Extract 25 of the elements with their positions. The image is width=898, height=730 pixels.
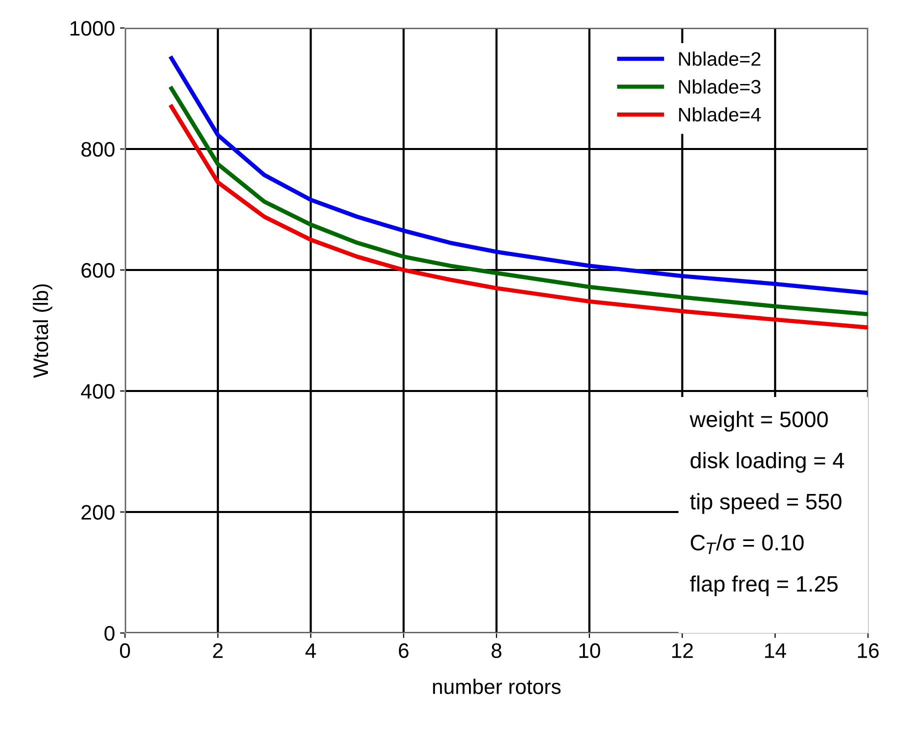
y-tick-label: 600 — [82, 263, 114, 278]
legend-label: Nblade=3 — [679, 79, 760, 94]
annotation: C$_{T}$/σ = 0.10 — [690, 534, 804, 554]
y-axis-title: Wtotal (lb) — [32, 284, 52, 378]
y-tick-label: 200 — [82, 505, 114, 520]
x-tick-label: 14 — [765, 643, 786, 658]
x-tick-label: 4 — [305, 643, 316, 658]
x-tick-label: 6 — [398, 643, 409, 658]
y-tick-label: 400 — [81, 384, 114, 399]
annotation: weight = 5000 — [690, 410, 828, 432]
x-tick-label: 16 — [858, 643, 879, 658]
annotation: tip speed = 550 — [690, 493, 842, 514]
annotation: flap freq = 1.25 — [690, 575, 838, 596]
y-tick-label: 800 — [81, 142, 114, 157]
x-axis-title: number rotors — [433, 678, 561, 694]
x-tick-label: 10 — [579, 643, 600, 658]
legend-label: Nblade=2 — [679, 52, 760, 66]
x-tick-label: 0 — [120, 643, 130, 658]
x-tick-label: 12 — [672, 643, 693, 658]
y-tick-label: 1000 — [70, 21, 114, 36]
legend-label: Nblade=4 — [679, 107, 761, 122]
x-tick-label: 2 — [213, 643, 223, 658]
annotation: disk loading = 4 — [690, 452, 844, 473]
y-tick-label: 0 — [104, 626, 114, 641]
x-tick-label: 8 — [492, 643, 502, 658]
